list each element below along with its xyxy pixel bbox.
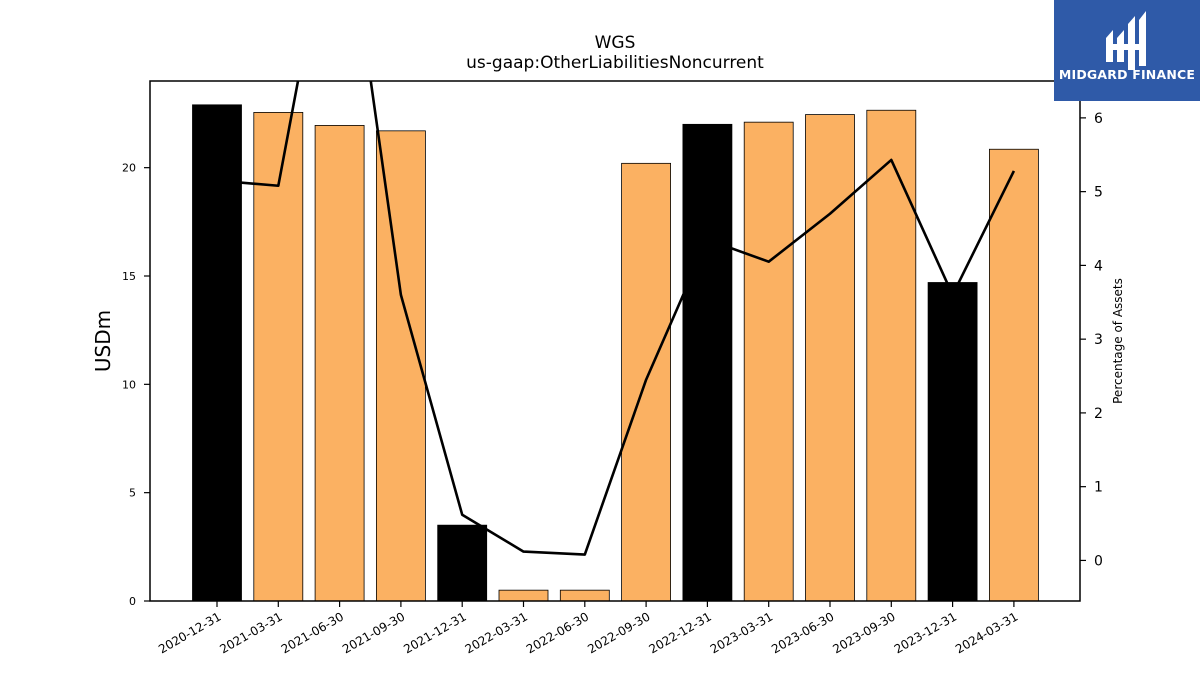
midgard-finance-logo: MIDGARD FINANCE bbox=[1054, 0, 1200, 101]
y-tick-label: 10 bbox=[122, 378, 136, 391]
y-tick-label: 0 bbox=[129, 595, 136, 608]
y-axis: 0 5 10 15 20 bbox=[122, 162, 150, 608]
x-tick-label: 2021-03-31 bbox=[217, 609, 284, 656]
x-tick-label: 2020-12-31 bbox=[156, 609, 223, 656]
x-tick-label: 2022-12-31 bbox=[646, 609, 713, 656]
y2-tick-label: 5 bbox=[1094, 185, 1103, 201]
y2-tick-label: 6 bbox=[1094, 111, 1103, 127]
bar-2021-09-30 bbox=[375, 130, 426, 602]
y2-tick-label: 4 bbox=[1094, 258, 1103, 274]
plot-frame bbox=[149, 80, 1081, 602]
x-tick-label: 2021-12-31 bbox=[401, 609, 468, 656]
bar-2024-03-31 bbox=[989, 148, 1039, 602]
bar-2023-12-31 bbox=[927, 282, 978, 602]
bar-2023-09-30 bbox=[866, 109, 917, 602]
y2-tick-label: 1 bbox=[1094, 480, 1103, 496]
bar-2023-03-31 bbox=[743, 121, 794, 602]
x-tick-label: 2023-09-30 bbox=[830, 609, 897, 656]
bar-2020-12-31 bbox=[192, 104, 242, 602]
x-axis: 2020-12-312021-03-312021-06-302021-09-30… bbox=[156, 601, 1020, 656]
x-tick-label: 2023-06-30 bbox=[769, 609, 836, 656]
logo-text: MIDGARD FINANCE bbox=[1058, 67, 1196, 82]
x-tick-label: 2023-12-31 bbox=[892, 609, 959, 656]
chart-subtitle: us-gaap:OtherLiabilitiesNoncurrent bbox=[466, 53, 764, 73]
bar-2023-06-30 bbox=[805, 114, 855, 602]
y-tick-label: 15 bbox=[122, 270, 136, 283]
y-tick-label: 20 bbox=[122, 162, 136, 175]
y-tick-label: 5 bbox=[129, 487, 136, 500]
y2-axis-label: Percentage of Assets bbox=[1111, 278, 1125, 404]
y2-tick-label: 2 bbox=[1094, 406, 1103, 422]
chart-title: WGS bbox=[595, 33, 636, 53]
bar-2022-12-31 bbox=[682, 123, 733, 602]
y2-axis: 0 1 2 3 4 5 6 bbox=[1080, 111, 1103, 569]
x-tick-label: 2022-09-30 bbox=[585, 609, 652, 656]
x-tick-label: 2023-03-31 bbox=[708, 609, 775, 656]
x-tick-label: 2022-03-31 bbox=[463, 609, 530, 656]
y-axis-label: USDm bbox=[91, 310, 115, 372]
midgard-logo-icon bbox=[1106, 11, 1146, 70]
x-tick-label: 2022-06-30 bbox=[524, 609, 591, 656]
x-tick-label: 2021-09-30 bbox=[340, 609, 407, 656]
bars bbox=[192, 104, 1039, 602]
bar-2021-03-31 bbox=[253, 112, 304, 602]
bar-2021-06-30 bbox=[314, 125, 365, 602]
x-tick-label: 2024-03-31 bbox=[953, 609, 1020, 656]
y2-tick-label: 0 bbox=[1094, 553, 1103, 569]
percentage-line bbox=[216, 81, 1016, 556]
bar-2022-06-30 bbox=[559, 589, 610, 602]
y2-tick-label: 3 bbox=[1094, 332, 1103, 348]
x-tick-label: 2021-06-30 bbox=[279, 609, 346, 656]
bar-2021-12-31 bbox=[437, 524, 488, 602]
percentage-of-assets-line bbox=[216, 81, 1016, 556]
bar-2022-03-31 bbox=[498, 589, 549, 602]
